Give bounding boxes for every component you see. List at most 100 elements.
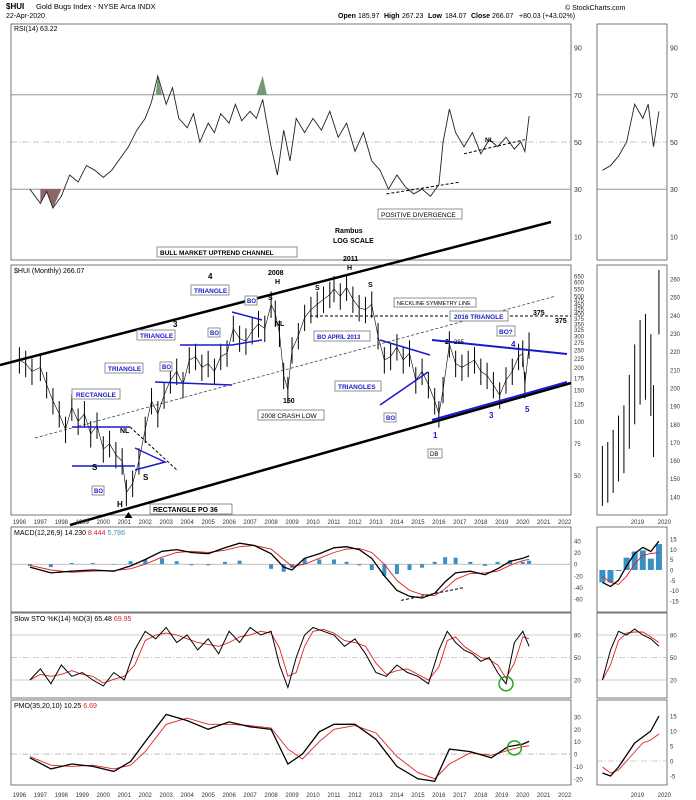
right-bottom-x-tick-2020: 2020	[658, 793, 672, 799]
x-tick-2021: 2021	[537, 520, 551, 526]
macd-histogram-bar	[237, 560, 242, 565]
macd-name: MACD(12,26,9)	[14, 530, 63, 537]
bottom-x-tick-1999: 1999	[76, 793, 90, 799]
channel-lower-line	[69, 381, 572, 527]
crash-150: 150	[283, 398, 295, 405]
sto-right-k-line	[601, 628, 660, 681]
macd-hist-value: 5.786	[107, 530, 125, 537]
pmo-value: 10.25	[64, 703, 82, 710]
price-tick-475: 475	[574, 299, 585, 305]
price-line	[19, 286, 530, 494]
rectangle-label: RECTANGLE	[76, 392, 117, 399]
sto-tick-50: 50	[574, 656, 581, 662]
macd-right-histogram-bar	[639, 550, 646, 570]
bottom-x-tick-2009: 2009	[285, 793, 299, 799]
right-price-tick-160: 160	[670, 459, 681, 465]
label-2011: 2011	[343, 256, 358, 263]
price-tick-375: 375	[574, 317, 585, 323]
right-price-tick-220: 220	[670, 350, 681, 356]
pmo-right-panel-frame	[596, 699, 668, 786]
sto-right-d-line	[602, 631, 660, 681]
x-tick-2019: 2019	[495, 520, 509, 526]
macd-signal-value: 8.444	[88, 530, 106, 537]
macd-histogram-bar	[189, 564, 194, 566]
right-price-tick-230: 230	[670, 332, 681, 338]
val-375-b: 375	[555, 318, 567, 325]
price-tick-325: 325	[574, 328, 585, 334]
macd-panel-frame	[10, 526, 572, 613]
divergence-label: POSITIVE DIVERGENCE	[381, 212, 456, 219]
x-tick-2014: 2014	[390, 520, 404, 526]
price-tick-150: 150	[574, 388, 585, 394]
macd-label: MACD(12,26,9) 14.230 8.444 5.786	[14, 530, 125, 537]
price-panel-frame	[10, 264, 572, 516]
rsi-neckline	[463, 139, 525, 155]
triangles-bottom	[379, 371, 429, 406]
macd-right-histogram-bar	[631, 551, 638, 570]
rsi-divergence-line	[386, 181, 460, 195]
macd-histogram-bar	[508, 560, 513, 565]
triangles-top	[379, 339, 431, 356]
pmo-name: PMO(35,20,10)	[14, 703, 62, 710]
bottom-arrow	[124, 512, 133, 518]
bottom-x-tick-2000: 2000	[97, 793, 111, 799]
pmo-right-tick-10: 10	[670, 730, 677, 736]
symbol: $HUI	[6, 2, 24, 11]
macd-histogram-bar	[331, 559, 336, 565]
sto-right-panel-frame	[596, 612, 668, 699]
s-2008: S	[268, 295, 273, 302]
pmo-tick-30: 30	[574, 715, 581, 721]
x-tick-2004: 2004	[181, 520, 195, 526]
triangle-1-bottom	[231, 339, 263, 346]
bottom-x-tick-2007: 2007	[243, 793, 257, 799]
x-tick-2018: 2018	[474, 520, 488, 526]
macd-histogram-bar	[369, 564, 374, 570]
macd-histogram-bar	[302, 558, 307, 565]
sto-name: Slow STO %K(14) %D(3)	[14, 616, 92, 623]
wave-2: 2	[445, 339, 449, 346]
pmo-right-tick-0: 0	[670, 760, 674, 766]
sto-k-line	[29, 626, 530, 690]
bottom-x-tick-2018: 2018	[474, 793, 488, 799]
open-value: 185.97	[358, 13, 380, 20]
macd-histogram-bar	[495, 561, 500, 565]
price-tick-425: 425	[574, 307, 585, 313]
macd-histogram-bar	[143, 559, 148, 565]
pmo-line	[29, 713, 530, 783]
bo-april-label: BO APRIL 2013	[317, 335, 361, 341]
s-2010: S	[315, 285, 320, 292]
macd-histogram-bar	[453, 557, 458, 565]
macd-histogram-bar	[382, 564, 387, 576]
bottom-x-tick-2021: 2021	[537, 793, 551, 799]
right-x-tick-2019: 2019	[631, 520, 645, 526]
bo-label-3: BO	[247, 299, 256, 305]
crash-label: 2008 CRASH LOW	[261, 413, 317, 420]
price-tick-100: 100	[574, 420, 585, 426]
tri2016-bottom	[431, 381, 568, 421]
high-value: 267.23	[402, 13, 424, 20]
rsi-line	[29, 74, 530, 210]
wave-4-top: 4	[208, 272, 213, 281]
macd-histogram-bar	[281, 564, 286, 572]
macd-histogram-bar	[520, 561, 525, 565]
right-price-tick-240: 240	[670, 314, 681, 320]
right-price-tick-140: 140	[670, 495, 681, 501]
macd-histogram-bar	[222, 561, 227, 565]
x-tick-2017: 2017	[453, 520, 467, 526]
macd-right-histogram-bar	[599, 570, 606, 583]
sto-tick-20: 20	[574, 679, 581, 685]
macd-right-histogram-bar	[647, 558, 654, 570]
x-tick-2002: 2002	[139, 520, 153, 526]
pmo-highlight-circle	[506, 740, 523, 756]
rsi-overbought-fill-2	[256, 75, 267, 95]
macd-right-tick-0: 0	[670, 569, 674, 575]
close-label: Close	[471, 13, 490, 20]
sto-d-value: 69.95	[114, 616, 132, 623]
sto-d-line	[29, 628, 530, 684]
macd-histogram-bar	[90, 563, 95, 565]
macd-right-panel-frame	[596, 526, 668, 613]
rsi-tick-50: 50	[574, 140, 582, 147]
x-tick-2010: 2010	[306, 520, 320, 526]
bottom-x-tick-2010: 2010	[306, 793, 320, 799]
x-tick-1997: 1997	[34, 520, 48, 526]
